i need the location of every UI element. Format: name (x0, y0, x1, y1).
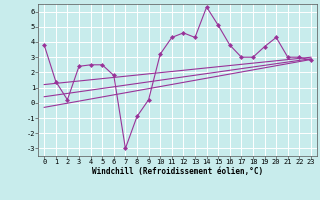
X-axis label: Windchill (Refroidissement éolien,°C): Windchill (Refroidissement éolien,°C) (92, 167, 263, 176)
